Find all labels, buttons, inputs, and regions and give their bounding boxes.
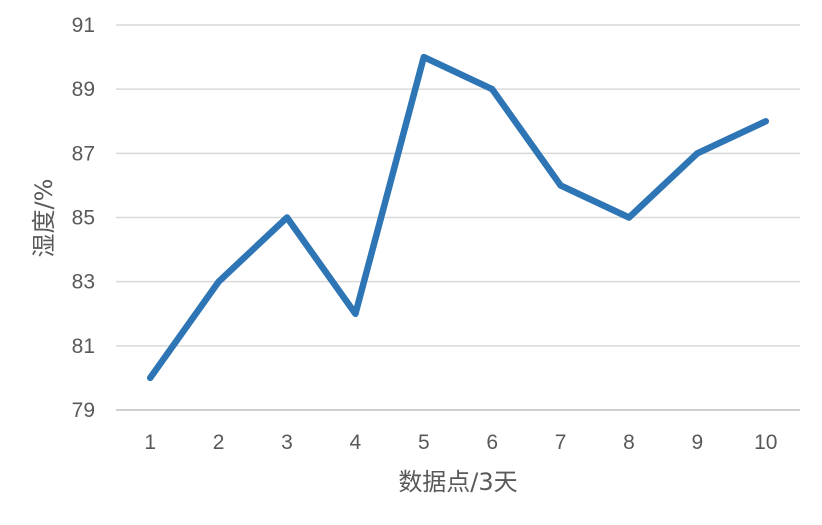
y-axis-title: 湿度/% [30,179,58,258]
humidity-series-line [146,53,770,382]
y-tick-label: 87 [72,142,95,165]
x-tick-label: 9 [692,431,704,454]
y-tick-label: 91 [72,14,95,37]
y-tick-label: 89 [72,78,95,101]
y-tick-label: 85 [72,207,95,230]
y-tick-labels: 79 81 83 85 87 89 91 [72,14,95,422]
x-tick-label: 6 [486,431,498,454]
data-point [763,118,769,124]
x-tick-label: 4 [350,431,362,454]
data-point [147,375,153,381]
x-tick-label: 7 [555,431,567,454]
data-point [216,279,222,285]
data-point [489,86,495,92]
data-point [284,215,290,220]
x-tick-label: 8 [623,431,635,454]
gridlines [116,24,800,411]
y-tick-label: 81 [72,335,95,358]
x-tick-label: 2 [213,431,225,454]
x-tick-labels: 1 2 3 4 5 6 7 8 9 10 [144,431,777,454]
x-tick-label: 3 [281,431,293,454]
x-tick-label: 1 [144,431,156,454]
data-point [558,182,564,188]
x-tick-label: 5 [418,431,430,454]
y-tick-label: 79 [72,399,95,422]
data-point [421,54,427,60]
data-point [694,150,700,156]
x-tick-label: 10 [754,431,777,454]
y-tick-label: 83 [72,271,95,294]
series-points [147,54,769,381]
data-point [626,215,632,220]
x-axis-title: 数据点/3天 [398,468,517,496]
data-point [352,311,358,317]
